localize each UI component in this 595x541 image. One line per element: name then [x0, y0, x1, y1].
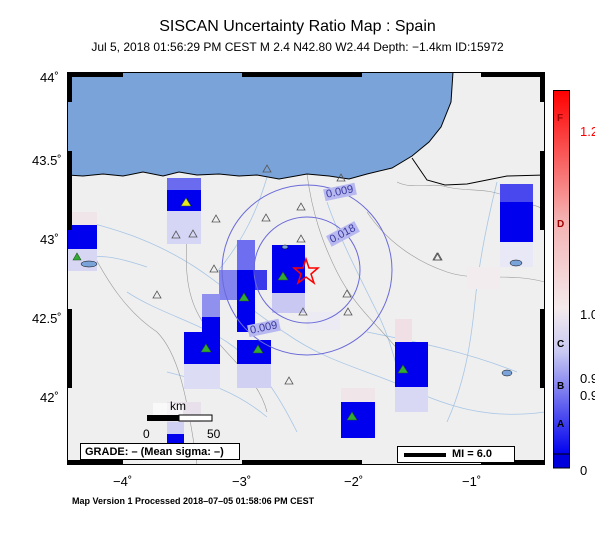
colorbar-letter-B: B — [557, 381, 565, 392]
lon-label: −2˚ — [344, 474, 364, 489]
lat-label: 43˚ — [40, 232, 59, 247]
mi-label: MI = 6.0 — [452, 448, 493, 460]
contour-outer — [221, 184, 393, 356]
contour-inner — [253, 216, 361, 324]
colorbar-letter-F: F — [557, 113, 564, 124]
scale-unit: km — [170, 399, 186, 413]
scale-tick-50: 50 — [207, 427, 221, 441]
colorbar-value: 1.2 — [580, 124, 595, 139]
lat-label: 44˚ — [40, 70, 59, 85]
scale-bar — [147, 403, 213, 422]
lon-label: −3˚ — [232, 474, 252, 489]
map-title: SISCAN Uncertainty Ratio Map : Spain — [159, 18, 436, 35]
processing-footer: Map Version 1 Processed 2018–07–05 01:58… — [72, 496, 315, 506]
used-station-markers — [72, 197, 409, 421]
epicenter-star-icon — [291, 256, 321, 286]
colorbar-value: 0.9 — [580, 388, 595, 403]
colorbar-value: 0 — [580, 463, 588, 478]
uncertainty-cells — [67, 178, 533, 444]
colorbar-letter-D: D — [557, 219, 565, 230]
mi-bar — [404, 453, 446, 457]
mi-legend: MI = 6.0 — [397, 446, 515, 463]
scale-tick-0: 0 — [143, 427, 150, 441]
lon-label: −1˚ — [462, 474, 482, 489]
sea-area — [67, 72, 453, 179]
station-markers — [152, 164, 443, 385]
lat-label: 43.5˚ — [32, 153, 62, 168]
uncertainty-map — [67, 72, 545, 465]
colorbar-value: 0.9 — [580, 371, 595, 386]
lat-label: 42.5˚ — [32, 311, 62, 326]
colorbar-letter-A: A — [557, 419, 565, 430]
colorbar — [553, 90, 570, 469]
event-info: Jul 5, 2018 01:56:29 PM CEST M 2.4 N42.8… — [91, 40, 504, 54]
lon-label: −4˚ — [113, 474, 133, 489]
lat-label: 42˚ — [40, 390, 59, 405]
colorbar-letter-C: C — [557, 339, 565, 350]
colorbar-value: 1.0 — [580, 307, 595, 322]
grade-box: GRADE: – (Mean sigma: –) — [80, 443, 240, 460]
